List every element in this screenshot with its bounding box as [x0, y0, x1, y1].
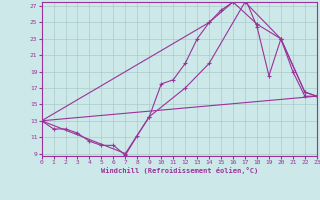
X-axis label: Windchill (Refroidissement éolien,°C): Windchill (Refroidissement éolien,°C) [100, 167, 258, 174]
